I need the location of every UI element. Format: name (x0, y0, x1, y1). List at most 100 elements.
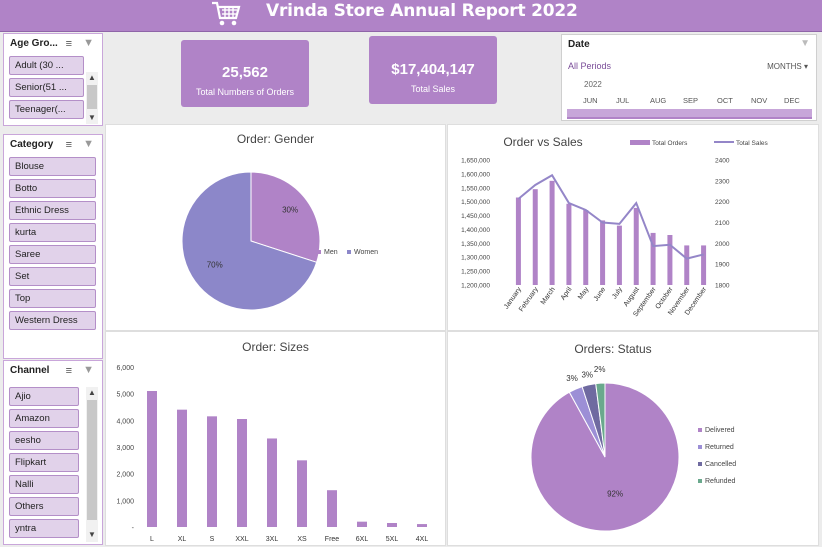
scroll-down-icon[interactable]: ▼ (88, 530, 96, 539)
sales-line (517, 173, 704, 260)
legend-swatch (698, 428, 702, 432)
slicer-item[interactable]: Set (9, 267, 96, 286)
data-label: 92% (607, 489, 623, 498)
x-tick-label: April (560, 286, 574, 302)
size-bar (327, 490, 337, 527)
timeline-title: Date (568, 39, 590, 50)
y-tick-label: 1,650,000 (461, 158, 490, 165)
total-orders-card: 25,562 Total Numbers of Orders (181, 40, 309, 107)
y-tick-label: 1,250,000 (461, 269, 490, 276)
slicer-item[interactable]: yntra (9, 519, 79, 538)
date-timeline: Date ▼ All Periods MONTHS ▾ 2022 JUN JUL… (561, 34, 817, 121)
x-tick-label: Free (325, 536, 340, 543)
clear-filter-icon[interactable]: ▼ (83, 37, 94, 49)
chart-title: Order: Sizes (242, 340, 309, 354)
order-bar (583, 210, 589, 285)
y2-tick-label: 2200 (715, 199, 730, 206)
data-label: 2% (594, 365, 606, 374)
y-tick-label: 1,600,000 (461, 171, 490, 178)
slicer-item[interactable]: Nalli (9, 475, 79, 494)
slicer-item[interactable]: Western Dress (9, 311, 96, 330)
y-tick-label: 1,200,000 (461, 283, 490, 290)
y2-tick-label: 1800 (715, 283, 730, 290)
legend-label: Total Sales (736, 140, 769, 147)
multi-select-icon[interactable]: ≡ (65, 38, 72, 50)
slicer-item[interactable]: Top (9, 289, 96, 308)
x-tick-label: XXL (235, 536, 248, 543)
pie-slice (595, 382, 606, 458)
slicer-item[interactable]: Flipkart (9, 453, 79, 472)
report-header: Vrinda Store Annual Report 2022 (0, 0, 822, 32)
total-sales-label: Total Sales (410, 84, 456, 94)
slicer-item[interactable]: Amazon (9, 409, 79, 428)
total-orders-value: 25,562 (222, 64, 268, 81)
x-tick-label: XL (178, 536, 187, 543)
status-chart-panel: Orders: Status 92% 3% 3% 2% Delivered Returne… (447, 331, 819, 546)
y-tick-label: 1,300,000 (461, 255, 490, 262)
slicer-item[interactable]: eesho (9, 431, 79, 450)
slicer-item[interactable]: Adult (30 ... (9, 56, 84, 75)
order-bar (633, 207, 639, 285)
order-bar (549, 180, 555, 285)
y-tick-label: - (132, 525, 135, 532)
timeline-month[interactable]: DEC (784, 96, 800, 105)
slicer-item[interactable]: Teenager(... (9, 100, 84, 119)
x-tick-label: 6XL (356, 536, 369, 543)
clear-filter-icon[interactable]: ▼ (83, 138, 94, 150)
y-tick-label: 1,000 (116, 498, 134, 505)
clear-filter-icon[interactable]: ▼ (800, 38, 810, 49)
chart-title: Order: Gender (236, 132, 315, 146)
slicer-title: Age Gro... (10, 38, 58, 49)
gender-chart-panel: Order: Gender 30% 70% Men Women (105, 124, 446, 331)
slicer-item[interactable]: Senior(51 ... (9, 78, 84, 97)
x-tick-label: 5XL (386, 536, 399, 543)
slicer-header: Age Gro... ≡ ▼ (4, 34, 102, 54)
x-tick-label: S (210, 536, 215, 543)
x-tick-label: May (577, 286, 591, 301)
scroll-up-icon[interactable]: ▲ (88, 388, 96, 397)
scroll-thumb[interactable] (87, 400, 97, 520)
slicer-item[interactable]: Botto (9, 179, 96, 198)
timeline-month[interactable]: JUN (583, 96, 598, 105)
y2-tick-label: 1900 (715, 262, 730, 269)
x-tick-label: June (593, 286, 608, 303)
slicer-scrollbar[interactable]: ▲ ▼ (86, 387, 98, 542)
scroll-up-icon[interactable]: ▲ (88, 73, 96, 82)
slicer-item[interactable]: Saree (9, 245, 96, 264)
scroll-thumb[interactable] (87, 85, 97, 109)
timeline-month[interactable]: AUG (650, 96, 667, 105)
scroll-down-icon[interactable]: ▼ (88, 113, 96, 122)
timeline-month[interactable]: OCT (717, 96, 733, 105)
size-bar (387, 523, 397, 527)
order-bar (616, 225, 622, 285)
slicer-scrollbar[interactable]: ▲ ▼ (86, 72, 98, 124)
size-bar (237, 419, 247, 527)
clear-filter-icon[interactable]: ▼ (83, 364, 94, 376)
size-bar (177, 409, 187, 527)
multi-select-icon[interactable]: ≡ (65, 139, 72, 151)
size-bar (417, 524, 427, 527)
timeline-month[interactable]: SEP (683, 96, 699, 105)
category-slicer: Category ≡ ▼ Blouse Botto Ethnic Dress k… (3, 134, 103, 359)
time-level-dropdown[interactable]: MONTHS ▾ (767, 62, 808, 71)
slicer-item[interactable]: kurta (9, 223, 96, 242)
timeline-bar[interactable] (567, 109, 812, 119)
order-bar (515, 197, 521, 285)
time-level-label: MONTHS (767, 62, 802, 71)
slicer-item[interactable]: Blouse (9, 157, 96, 176)
y-tick-label: 1,450,000 (461, 213, 490, 220)
data-label: 3% (581, 371, 593, 380)
y-tick-label: 1,500,000 (461, 199, 490, 206)
order-bar (701, 245, 707, 285)
slicer-item[interactable]: Others (9, 497, 79, 516)
slicer-item[interactable]: Ethnic Dress (9, 201, 96, 220)
slicer-item[interactable]: Ajio (9, 387, 79, 406)
timeline-month[interactable]: JUL (616, 96, 630, 105)
multi-select-icon[interactable]: ≡ (65, 365, 72, 377)
orders-vs-sales-chart: 1,650,000 1,600,000 1,550,000 1,500,000 1,45… (461, 140, 769, 318)
y-tick-label: 1,350,000 (461, 241, 490, 248)
x-tick-label: March (540, 286, 557, 306)
timeline-month[interactable]: NOV (751, 96, 768, 105)
total-sales-value: $17,404,147 (391, 61, 475, 78)
